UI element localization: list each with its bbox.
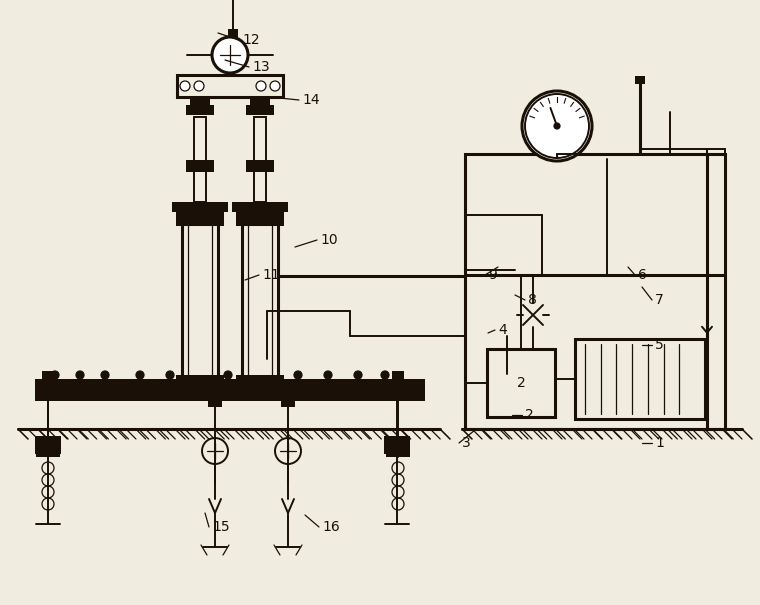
Bar bbox=[182, 224, 218, 379]
Bar bbox=[190, 97, 210, 109]
Bar bbox=[246, 105, 274, 115]
Bar bbox=[186, 105, 214, 115]
Text: 10: 10 bbox=[320, 233, 337, 247]
Text: 11: 11 bbox=[262, 268, 280, 282]
Circle shape bbox=[256, 81, 266, 91]
Bar bbox=[392, 371, 404, 379]
Circle shape bbox=[51, 371, 59, 379]
Bar bbox=[172, 202, 228, 212]
Circle shape bbox=[194, 371, 202, 379]
Bar bbox=[250, 97, 270, 105]
Circle shape bbox=[101, 371, 109, 379]
Bar bbox=[236, 212, 284, 226]
Bar bbox=[232, 202, 288, 212]
Circle shape bbox=[294, 371, 302, 379]
Text: 16: 16 bbox=[322, 520, 340, 534]
Bar bbox=[236, 375, 284, 385]
Circle shape bbox=[270, 81, 280, 91]
Text: 13: 13 bbox=[252, 60, 270, 74]
Text: 1: 1 bbox=[655, 436, 664, 450]
Circle shape bbox=[202, 438, 228, 464]
Text: 5: 5 bbox=[655, 338, 663, 352]
Circle shape bbox=[180, 81, 190, 91]
Bar bbox=[254, 117, 266, 202]
Circle shape bbox=[381, 371, 389, 379]
Circle shape bbox=[136, 371, 144, 379]
Bar bbox=[176, 375, 224, 385]
Text: 15: 15 bbox=[212, 520, 230, 534]
Text: 9: 9 bbox=[488, 268, 497, 282]
Text: 12: 12 bbox=[242, 33, 260, 47]
Circle shape bbox=[525, 94, 589, 158]
Bar bbox=[35, 379, 425, 401]
Bar bbox=[190, 97, 210, 105]
Bar bbox=[242, 224, 278, 379]
Text: 8: 8 bbox=[528, 293, 537, 307]
Circle shape bbox=[354, 371, 362, 379]
Bar bbox=[42, 371, 54, 379]
Text: 2: 2 bbox=[525, 408, 534, 422]
Circle shape bbox=[76, 371, 84, 379]
Circle shape bbox=[554, 123, 560, 129]
Text: 14: 14 bbox=[302, 93, 320, 107]
Bar bbox=[635, 76, 645, 84]
Bar bbox=[208, 401, 222, 407]
Bar bbox=[194, 117, 206, 202]
Bar bbox=[186, 160, 214, 172]
Bar bbox=[465, 154, 725, 429]
Text: 7: 7 bbox=[655, 293, 663, 307]
Circle shape bbox=[194, 81, 204, 91]
Bar bbox=[575, 339, 705, 419]
Text: 2: 2 bbox=[517, 376, 525, 390]
Bar bbox=[35, 436, 61, 454]
Bar bbox=[281, 401, 295, 407]
Text: 3: 3 bbox=[462, 436, 470, 450]
Bar bbox=[177, 75, 283, 97]
Bar bbox=[38, 379, 58, 401]
Bar bbox=[228, 29, 238, 37]
Bar bbox=[176, 212, 224, 226]
Circle shape bbox=[264, 371, 272, 379]
Bar bbox=[386, 451, 410, 457]
Bar bbox=[250, 97, 270, 109]
Circle shape bbox=[224, 371, 232, 379]
Bar bbox=[384, 436, 410, 454]
Bar bbox=[36, 451, 60, 457]
Circle shape bbox=[522, 91, 592, 161]
Circle shape bbox=[275, 438, 301, 464]
Text: 4: 4 bbox=[498, 323, 507, 337]
Circle shape bbox=[324, 371, 332, 379]
Bar bbox=[487, 349, 555, 417]
Circle shape bbox=[166, 371, 174, 379]
Bar bbox=[246, 160, 274, 172]
Bar bbox=[388, 379, 408, 401]
Circle shape bbox=[212, 37, 248, 73]
Text: 6: 6 bbox=[638, 268, 647, 282]
